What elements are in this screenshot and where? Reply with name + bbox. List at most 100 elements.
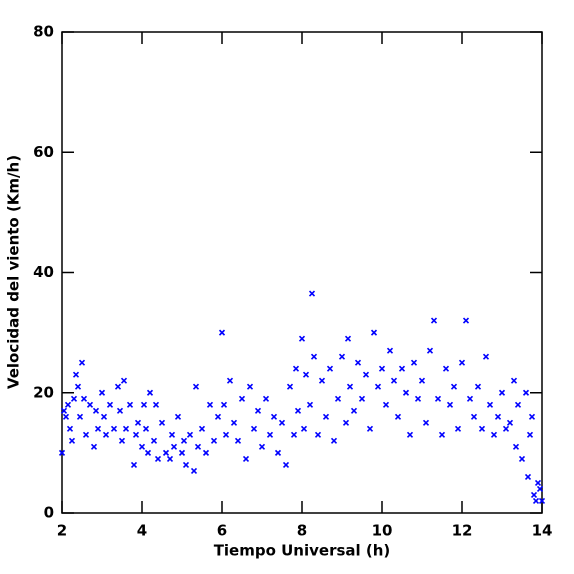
data-point [346, 383, 354, 390]
data-point [450, 383, 458, 390]
data-point [422, 419, 430, 426]
data-point [282, 461, 290, 468]
data-point [222, 431, 230, 438]
y-axis-label: Velocidad del viento (Km/h) [5, 155, 23, 389]
data-point [214, 413, 222, 420]
data-point [442, 365, 450, 372]
data-point [418, 377, 426, 384]
data-point [132, 431, 140, 438]
data-point [338, 353, 346, 360]
x-axis-label: Tiempo Universal (h) [214, 542, 391, 560]
data-point [278, 419, 286, 426]
data-point [106, 401, 114, 408]
data-point [102, 431, 110, 438]
data-point [78, 359, 86, 366]
data-point [474, 383, 482, 390]
data-point [186, 431, 194, 438]
data-point [142, 425, 150, 432]
data-point [194, 443, 202, 450]
data-point [66, 425, 74, 432]
data-point [152, 401, 160, 408]
data-point [528, 413, 536, 420]
data-point [270, 413, 278, 420]
data-point [286, 383, 294, 390]
data-point [466, 395, 474, 402]
data-point [190, 467, 198, 474]
data-point [526, 431, 534, 438]
data-point [198, 425, 206, 432]
data-point [58, 449, 66, 456]
data-point [318, 377, 326, 384]
data-point [502, 425, 510, 432]
data-point [530, 491, 538, 499]
data-point [294, 407, 302, 414]
y-tick-label: 40 [33, 263, 54, 281]
data-point [470, 413, 478, 420]
data-point [362, 371, 370, 378]
data-point [180, 437, 188, 444]
data-point [138, 443, 146, 450]
data-point [494, 413, 502, 420]
data-point [146, 389, 154, 396]
data-point [322, 413, 330, 420]
data-point [512, 443, 520, 450]
plot-frame [61, 31, 543, 514]
data-point [490, 431, 498, 438]
data-point [174, 413, 182, 420]
data-point [518, 455, 526, 462]
data-point [158, 419, 166, 426]
data-point [92, 407, 100, 414]
data-point [344, 335, 352, 342]
data-point [86, 401, 94, 408]
data-point [162, 449, 170, 456]
data-point [64, 401, 72, 408]
data-point [182, 461, 190, 468]
x-tick-label: 12 [452, 522, 473, 540]
data-point [514, 401, 522, 408]
data-point [206, 401, 214, 408]
data-point [378, 365, 386, 372]
data-point [100, 413, 108, 420]
data-point [118, 437, 126, 444]
data-point [426, 347, 434, 354]
data-point [72, 371, 80, 378]
data-point [130, 461, 138, 468]
data-point [122, 425, 130, 432]
data-point [76, 413, 84, 420]
data-point [246, 383, 254, 390]
data-point [310, 353, 318, 360]
data-point [398, 365, 406, 372]
data-point [292, 365, 300, 372]
data-point [350, 407, 358, 414]
data-point [382, 401, 390, 408]
y-tick-label: 0 [44, 504, 54, 522]
data-point [342, 419, 350, 426]
data-point [524, 473, 532, 480]
data-point [154, 455, 162, 462]
data-point [370, 329, 378, 336]
data-point [506, 419, 514, 426]
data-point [538, 497, 546, 505]
data-point [168, 431, 176, 438]
data-point [250, 425, 258, 432]
data-point [478, 425, 486, 432]
data-point [302, 371, 310, 378]
data-point [210, 437, 218, 444]
data-point [258, 443, 266, 450]
data-point [326, 365, 334, 372]
y-tick-label: 60 [33, 143, 54, 161]
data-point [238, 395, 246, 402]
data-point [510, 377, 518, 384]
data-point [144, 449, 152, 456]
data-point [374, 383, 382, 390]
x-tick-label: 2 [57, 522, 67, 540]
data-point [242, 455, 250, 462]
data-point [60, 407, 68, 414]
data-point [254, 407, 262, 414]
data-point [482, 353, 490, 360]
data-point [74, 383, 82, 390]
data-point [330, 437, 338, 444]
data-point [390, 377, 398, 384]
y-tick-label: 80 [33, 23, 54, 41]
